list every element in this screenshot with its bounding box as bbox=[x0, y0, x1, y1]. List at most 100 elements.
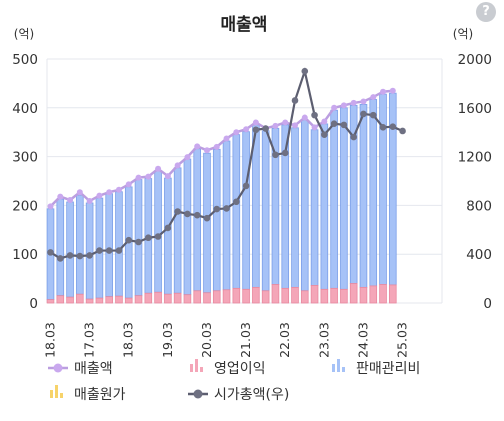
legend-item[interactable]: 매출액 bbox=[48, 361, 113, 377]
revenue-line-icon bbox=[48, 363, 68, 373]
operating-income-bar bbox=[183, 294, 192, 304]
operating-income-bar bbox=[340, 288, 348, 304]
chart-title: 매출액 bbox=[221, 15, 268, 35]
sga-bar bbox=[242, 131, 250, 290]
right-axis-ticks: 0 400 800 1200 1600 2000 bbox=[458, 52, 492, 312]
sga-bar bbox=[388, 92, 397, 286]
operating-income-bar bbox=[144, 292, 153, 304]
market-cap-point bbox=[340, 121, 348, 129]
market-cap-point bbox=[184, 210, 191, 218]
legend-label: 시가총액(우) bbox=[214, 387, 289, 403]
operating-income-bar bbox=[271, 284, 280, 304]
operating-income-bar bbox=[222, 289, 231, 304]
sga-bar bbox=[330, 109, 338, 289]
market-cap-point bbox=[311, 111, 318, 119]
market-cap-point bbox=[321, 131, 328, 138]
market-cap-point bbox=[350, 133, 357, 141]
revenue-point bbox=[145, 173, 152, 180]
sga-bars-icon bbox=[332, 359, 345, 372]
revenue-point bbox=[164, 173, 171, 180]
revenue-point bbox=[350, 99, 357, 106]
legend-label: 매출액 bbox=[74, 361, 113, 377]
left-tick-label: 0 bbox=[29, 296, 38, 312]
market-cap-point bbox=[301, 67, 309, 75]
legend-label: 판매관리비 bbox=[356, 361, 420, 377]
x-tick-label: 18.03 bbox=[121, 322, 136, 358]
operating-income-bar bbox=[291, 286, 299, 304]
operating-income-bar bbox=[124, 297, 133, 304]
operating-income-bar bbox=[359, 286, 368, 304]
right-tick-label: 800 bbox=[466, 198, 492, 214]
right-tick-label: 400 bbox=[466, 247, 492, 263]
market-cap-point bbox=[379, 124, 387, 131]
sga-bar bbox=[222, 140, 231, 291]
cogs-bars-icon bbox=[50, 385, 63, 398]
sga-bar bbox=[212, 148, 221, 292]
revenue-point bbox=[125, 181, 132, 188]
help-button[interactable]: ? bbox=[476, 2, 496, 22]
sga-bar bbox=[300, 119, 309, 292]
revenue-point bbox=[389, 87, 396, 94]
revenue-point bbox=[184, 154, 191, 161]
revenue-point bbox=[213, 143, 220, 150]
legend-item[interactable]: 시가총액(우) bbox=[188, 387, 289, 403]
market-cap-point bbox=[193, 211, 201, 219]
x-tick-label: 18.03 bbox=[43, 322, 58, 358]
operating-income-bar bbox=[349, 283, 358, 304]
revenue-point bbox=[340, 102, 347, 109]
revenue-point bbox=[292, 122, 298, 129]
legend-item[interactable]: 매출원가 bbox=[50, 385, 126, 403]
market-cap-point bbox=[389, 123, 397, 131]
market-cap-series bbox=[47, 67, 406, 262]
market-cap-point bbox=[125, 236, 133, 244]
operating-income-bar bbox=[330, 287, 338, 304]
x-axis-ticks: 18.03 17.03 18.03 19.03 20.03 21.03 22.03 23.03… bbox=[43, 322, 410, 358]
operating-income-bar bbox=[261, 290, 270, 304]
left-tick-label: 400 bbox=[12, 101, 38, 117]
operating-income-bar bbox=[193, 290, 202, 304]
operating-income-bars-icon bbox=[190, 359, 203, 372]
sga-bar bbox=[56, 198, 65, 297]
sga-bar bbox=[193, 148, 202, 292]
operating-income-bar bbox=[105, 296, 113, 304]
market-cap-point bbox=[96, 247, 103, 254]
market-cap-point bbox=[105, 247, 113, 254]
operating-income-bar bbox=[281, 287, 290, 304]
x-tick-label: 25.03 bbox=[395, 322, 410, 358]
x-tick-label: 20.03 bbox=[199, 322, 214, 358]
sga-bar bbox=[173, 167, 182, 294]
operating-income-bar bbox=[85, 298, 94, 304]
revenue-point bbox=[47, 203, 54, 210]
sga-bar bbox=[85, 202, 94, 300]
legend-item[interactable]: 판매관리비 bbox=[332, 359, 420, 377]
market-cap-point bbox=[399, 127, 406, 135]
operating-income-bar bbox=[203, 292, 211, 304]
sga-bar bbox=[340, 107, 348, 290]
market-cap-point bbox=[281, 149, 289, 157]
operating-income-bar bbox=[388, 284, 397, 304]
market-cap-line-icon bbox=[188, 389, 208, 399]
market-cap-point bbox=[213, 205, 221, 213]
operating-income-bar bbox=[320, 288, 329, 304]
operating-income-bar bbox=[76, 293, 84, 304]
revenue-point bbox=[106, 189, 113, 196]
operating-income-bar bbox=[379, 284, 387, 304]
sga-bar bbox=[154, 170, 162, 293]
market-cap-point bbox=[76, 252, 84, 260]
market-cap-point bbox=[360, 110, 367, 118]
revenue-series bbox=[47, 87, 396, 210]
right-tick-label: 0 bbox=[483, 296, 492, 312]
market-cap-point bbox=[145, 234, 152, 242]
legend-item[interactable]: 영업이익 bbox=[190, 359, 266, 377]
sga-bar bbox=[183, 158, 192, 296]
revenue-point bbox=[321, 118, 328, 125]
market-cap-point bbox=[135, 238, 142, 246]
market-cap-point bbox=[203, 214, 211, 222]
sga-bar bbox=[232, 134, 241, 289]
operating-income-bar bbox=[66, 296, 74, 304]
x-tick-label: 23.03 bbox=[316, 322, 331, 358]
operating-income-bar bbox=[232, 287, 241, 304]
market-cap-point bbox=[291, 97, 299, 104]
left-axis-unit: (억) bbox=[14, 27, 34, 41]
